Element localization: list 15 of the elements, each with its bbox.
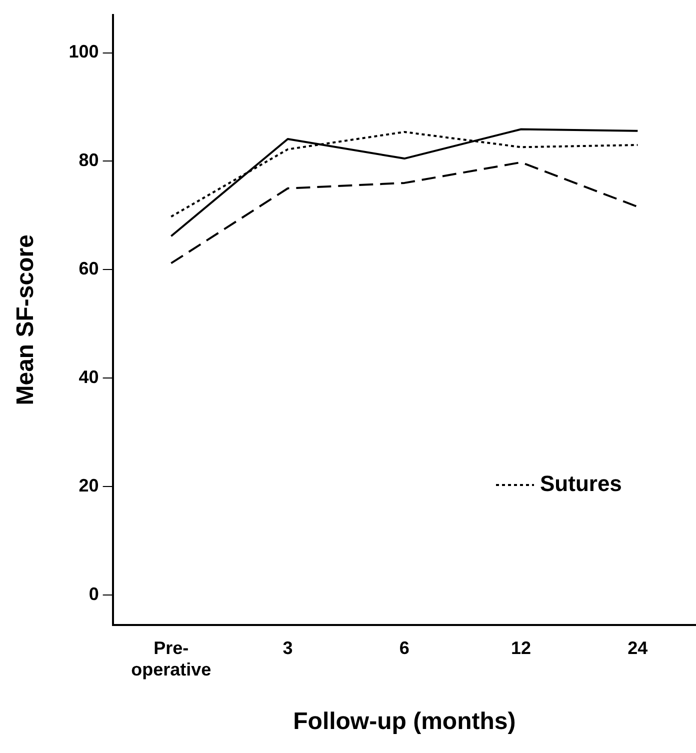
x-tick-label: 24 [628, 638, 648, 658]
y-tick-label: 100 [68, 42, 99, 62]
x-tick-label: 6 [399, 638, 410, 658]
line-series [170, 161, 639, 264]
y-tick-label: 80 [78, 150, 99, 170]
y-tick-label: 40 [78, 367, 99, 388]
x-tick-label: 3 [282, 638, 293, 658]
x-axis-title: Follow-up (months) [293, 708, 516, 736]
x-tick-label: 12 [511, 638, 532, 658]
y-tick-label: 20 [78, 476, 99, 496]
y-tick-label: 60 [78, 258, 99, 279]
legend-label: Sutures [540, 471, 622, 496]
y-tick-label: 0 [88, 584, 99, 604]
y-axis-title: Mean SF-score [12, 234, 40, 406]
x-tick-label: Pre-operative [131, 638, 212, 680]
